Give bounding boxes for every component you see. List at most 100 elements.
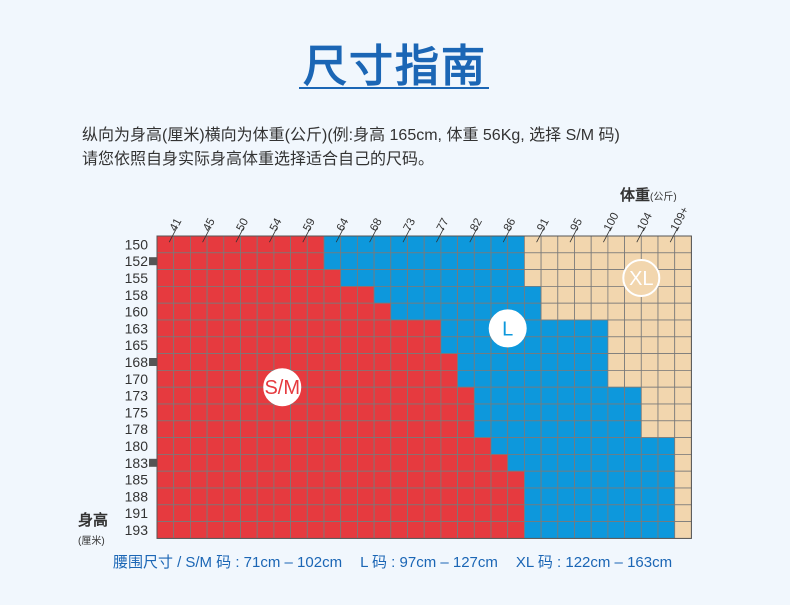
size-cell	[640, 487, 659, 506]
size-cell	[156, 353, 175, 371]
size-cell	[356, 269, 375, 287]
description: 纵向为身高(厘米)横向为体重(公斤)(例:身高 165cm, 体重 56Kg, …	[82, 124, 742, 172]
size-cell	[373, 353, 392, 371]
size-cell	[557, 302, 575, 321]
size-cell	[524, 319, 542, 338]
size-cell	[156, 420, 175, 438]
size-cell	[490, 420, 509, 438]
size-cell	[524, 420, 542, 438]
size-cell	[624, 470, 642, 489]
size-cell	[624, 369, 642, 388]
size-cell	[256, 353, 275, 371]
size-label: L	[502, 318, 513, 340]
size-cell	[173, 252, 191, 271]
size-cell	[457, 285, 475, 304]
size-cell	[457, 420, 475, 438]
y-tick-label: 160	[125, 304, 149, 320]
size-cell	[240, 470, 258, 489]
x-tick-underline	[402, 227, 411, 243]
size-cell	[574, 252, 592, 271]
size-cell	[373, 437, 392, 455]
size-cell	[206, 420, 225, 438]
size-cell	[240, 319, 258, 338]
x-tick-label: 41	[168, 216, 185, 233]
size-cell	[407, 453, 425, 472]
x-tick-underline	[369, 227, 378, 243]
size-cell	[473, 487, 492, 506]
size-cell	[507, 403, 525, 422]
size-cell	[440, 453, 458, 472]
x-tick-underline	[202, 227, 211, 243]
size-cell	[390, 521, 408, 539]
size-cell	[356, 369, 375, 388]
size-cell	[590, 353, 609, 371]
size-cell	[306, 386, 325, 405]
size-cell	[223, 470, 241, 489]
y-tick-label: 150	[125, 236, 149, 252]
size-cell	[356, 470, 375, 489]
size-cell	[440, 285, 458, 304]
size-cell	[206, 403, 225, 422]
size-cell	[156, 487, 175, 506]
size-cell	[356, 504, 375, 522]
size-cell	[240, 252, 258, 271]
x-tick-underline	[436, 227, 445, 243]
size-cell	[590, 504, 609, 522]
size-cell	[189, 386, 208, 405]
size-cell	[173, 487, 191, 506]
size-cell	[640, 319, 659, 338]
size-cell	[624, 504, 642, 522]
size-cell	[373, 302, 392, 321]
size-cell	[240, 487, 258, 506]
size-cell	[423, 487, 442, 506]
size-cell	[524, 269, 542, 287]
size-cell	[557, 487, 575, 506]
x-tick-label: 54	[268, 216, 285, 233]
size-cell	[440, 470, 458, 489]
size-cell	[306, 285, 325, 304]
size-cell	[256, 437, 275, 455]
size-cell	[273, 319, 291, 338]
size-cell	[507, 453, 525, 472]
size-cell	[373, 252, 392, 271]
size-cell	[540, 235, 559, 254]
size-cell	[223, 521, 241, 539]
size-cell	[390, 420, 408, 438]
grid-border	[156, 235, 692, 539]
size-cell	[457, 319, 475, 338]
size-cell	[206, 504, 225, 522]
size-cell	[189, 285, 208, 304]
size-cell	[306, 302, 325, 321]
size-cell	[223, 504, 241, 522]
size-cell	[340, 504, 358, 522]
size-cell	[173, 336, 191, 354]
size-cell	[457, 504, 475, 522]
size-cell	[273, 285, 291, 304]
size-cell	[290, 504, 308, 522]
y-tick-label: 175	[125, 404, 149, 420]
size-cell	[657, 285, 676, 304]
size-cell	[273, 420, 291, 438]
size-cell	[674, 353, 692, 371]
size-cell	[590, 302, 609, 321]
size-cell	[423, 521, 442, 539]
size-cell	[540, 470, 559, 489]
size-cell	[440, 319, 458, 338]
size-cell	[273, 269, 291, 287]
size-cell	[340, 487, 358, 506]
y-tick-label: 188	[125, 488, 149, 504]
size-cell	[607, 319, 626, 338]
size-cell	[340, 453, 358, 472]
size-cell	[356, 521, 375, 539]
size-cell	[540, 353, 559, 371]
size-cell	[557, 470, 575, 489]
size-cell	[657, 319, 676, 338]
size-label-circle	[488, 309, 527, 348]
size-cell	[240, 336, 258, 354]
x-tick-label: 86	[502, 216, 519, 233]
size-cell	[540, 319, 559, 338]
size-cell	[657, 470, 676, 489]
size-cell	[640, 521, 659, 539]
y-tick-label: 152	[125, 253, 149, 269]
size-cell	[206, 336, 225, 354]
